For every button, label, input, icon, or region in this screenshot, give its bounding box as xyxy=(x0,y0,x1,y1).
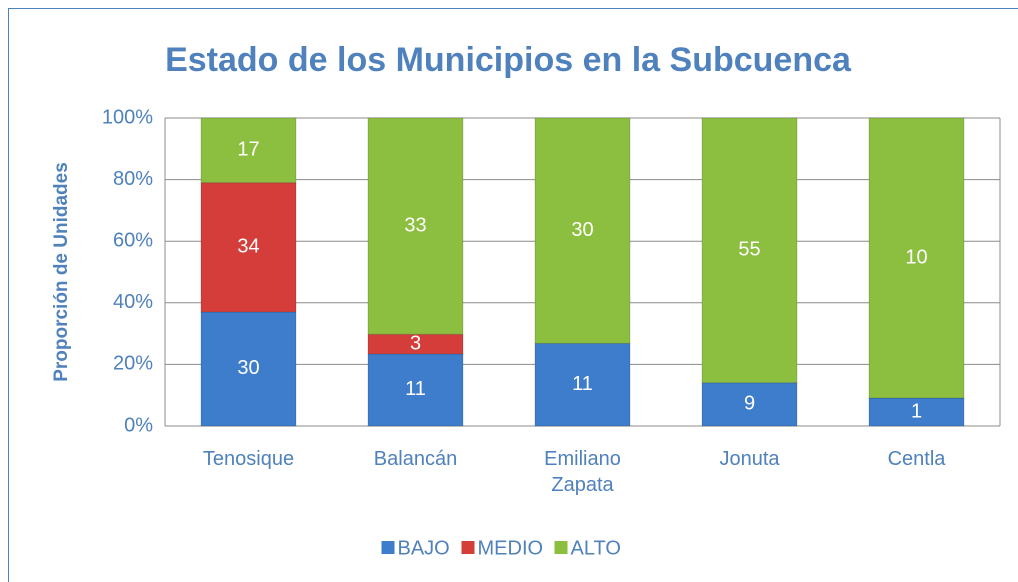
bar-segment xyxy=(534,117,631,344)
legend-swatch xyxy=(381,541,395,554)
data-label: 10 xyxy=(905,246,927,268)
x-tick-label: Balancán xyxy=(373,448,458,470)
bar-segment xyxy=(868,117,965,399)
bar-segment xyxy=(868,397,965,427)
x-tick-label: Emiliano Zapata xyxy=(544,448,621,496)
bar-segment xyxy=(367,353,464,427)
data-label: 33 xyxy=(404,214,426,236)
chart-title: Estado de los Municipios en la Subcuenca xyxy=(165,41,852,79)
bar-segment xyxy=(200,182,297,313)
y-tick-label: 0% xyxy=(124,414,153,436)
data-label: 11 xyxy=(405,378,426,400)
x-tick-label: Centla xyxy=(887,448,946,470)
chart-frame xyxy=(8,8,1018,582)
data-label: 34 xyxy=(237,236,259,258)
legend-swatch xyxy=(461,541,475,554)
legend-label: BAJO xyxy=(398,537,450,559)
data-label: 3 xyxy=(410,332,421,354)
y-tick-label: 20% xyxy=(113,353,153,375)
data-label: 30 xyxy=(571,219,593,241)
bar-segment xyxy=(200,117,297,184)
bar-segment xyxy=(200,311,297,427)
data-label: 9 xyxy=(744,393,755,415)
y-tick-label: 60% xyxy=(113,229,153,251)
bar-segment xyxy=(367,117,464,335)
x-tick-label: Jonuta xyxy=(719,448,780,470)
y-tick-label: 80% xyxy=(113,168,153,190)
y-tick-label: 100% xyxy=(102,106,153,128)
legend-swatch xyxy=(554,541,568,554)
y-axis-label: Proporción de Unidades xyxy=(51,162,72,382)
y-tick-label: 40% xyxy=(113,291,153,313)
legend-label: MEDIO xyxy=(478,537,544,559)
data-label: 17 xyxy=(237,139,259,161)
data-label: 55 xyxy=(738,239,760,261)
data-label: 1 xyxy=(911,400,922,422)
data-label: 11 xyxy=(572,373,593,395)
x-tick-label: Tenosique xyxy=(202,448,295,470)
bar-segment xyxy=(701,117,798,384)
data-label: 30 xyxy=(237,357,259,379)
legend-label: ALTO xyxy=(571,537,621,559)
